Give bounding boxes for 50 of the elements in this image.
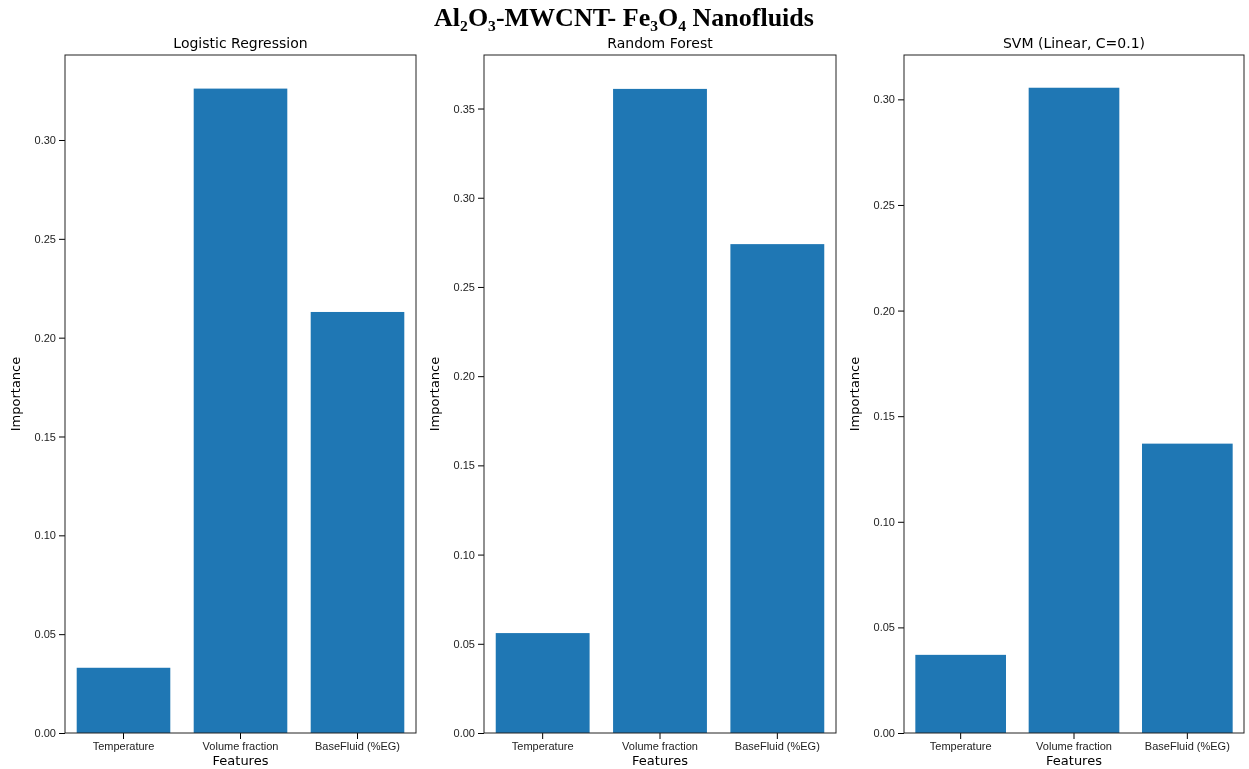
x-axis-title: Features bbox=[632, 753, 689, 768]
y-tick-label: 0.25 bbox=[873, 198, 895, 211]
bar bbox=[495, 633, 590, 733]
x-tick-label: Temperature bbox=[511, 739, 574, 752]
y-tick-label: 0.20 bbox=[873, 304, 895, 317]
bar bbox=[1028, 87, 1120, 733]
y-tick-label: 0.05 bbox=[34, 628, 56, 641]
y-tick-label: 0.00 bbox=[453, 727, 475, 740]
x-tick-label: Temperature bbox=[92, 739, 155, 752]
y-tick-label: 0.00 bbox=[873, 727, 895, 740]
bar bbox=[1142, 443, 1233, 733]
bar bbox=[915, 654, 1006, 733]
y-axis-title: Importance bbox=[8, 356, 23, 432]
bar bbox=[76, 667, 171, 733]
x-axis-title: Features bbox=[212, 753, 269, 768]
bar bbox=[193, 88, 288, 733]
x-tick-label: Volume fraction bbox=[202, 739, 279, 752]
y-tick-label: 0.15 bbox=[453, 459, 475, 472]
y-tick-label: 0.00 bbox=[34, 727, 56, 740]
x-axis-title: Features bbox=[1046, 753, 1103, 768]
y-tick-label: 0.15 bbox=[873, 410, 895, 423]
chart-title: Logistic Regression bbox=[173, 35, 308, 51]
y-tick-label: 0.20 bbox=[453, 370, 475, 383]
y-axis-title: Importance bbox=[427, 356, 442, 432]
x-tick-label: BaseFluid (%EG) bbox=[315, 739, 400, 752]
y-tick-label: 0.05 bbox=[453, 637, 475, 650]
y-tick-label: 0.25 bbox=[34, 232, 56, 245]
chart-title: Random Forest bbox=[607, 35, 714, 51]
y-tick-label: 0.25 bbox=[453, 280, 475, 293]
bar bbox=[310, 311, 405, 733]
y-tick-label: 0.15 bbox=[34, 430, 56, 443]
y-tick-label: 0.30 bbox=[873, 93, 895, 106]
x-tick-label: BaseFluid (%EG) bbox=[734, 739, 820, 752]
x-tick-label: Volume fraction bbox=[1036, 739, 1112, 752]
y-axis-title: Importance bbox=[847, 356, 862, 432]
y-tick-label: 0.05 bbox=[873, 621, 895, 634]
y-tick-label: 0.30 bbox=[34, 134, 56, 147]
bar bbox=[613, 88, 707, 733]
y-tick-label: 0.10 bbox=[34, 529, 56, 542]
chart-title: SVM (Linear, C=0.1) bbox=[1002, 35, 1146, 51]
y-tick-label: 0.10 bbox=[453, 548, 475, 561]
bar bbox=[730, 244, 825, 733]
text: Al₂O₃-MWCNT- Fe₃O₄ Nanofluids bbox=[434, 3, 814, 32]
y-tick-label: 0.20 bbox=[34, 331, 56, 344]
x-tick-label: Temperature bbox=[929, 739, 992, 752]
y-tick-label: 0.30 bbox=[453, 191, 475, 204]
x-tick-label: Volume fraction bbox=[622, 739, 698, 752]
y-tick-label: 0.35 bbox=[453, 102, 475, 115]
x-tick-label: BaseFluid (%EG) bbox=[1144, 739, 1230, 752]
y-tick-label: 0.10 bbox=[873, 515, 895, 528]
